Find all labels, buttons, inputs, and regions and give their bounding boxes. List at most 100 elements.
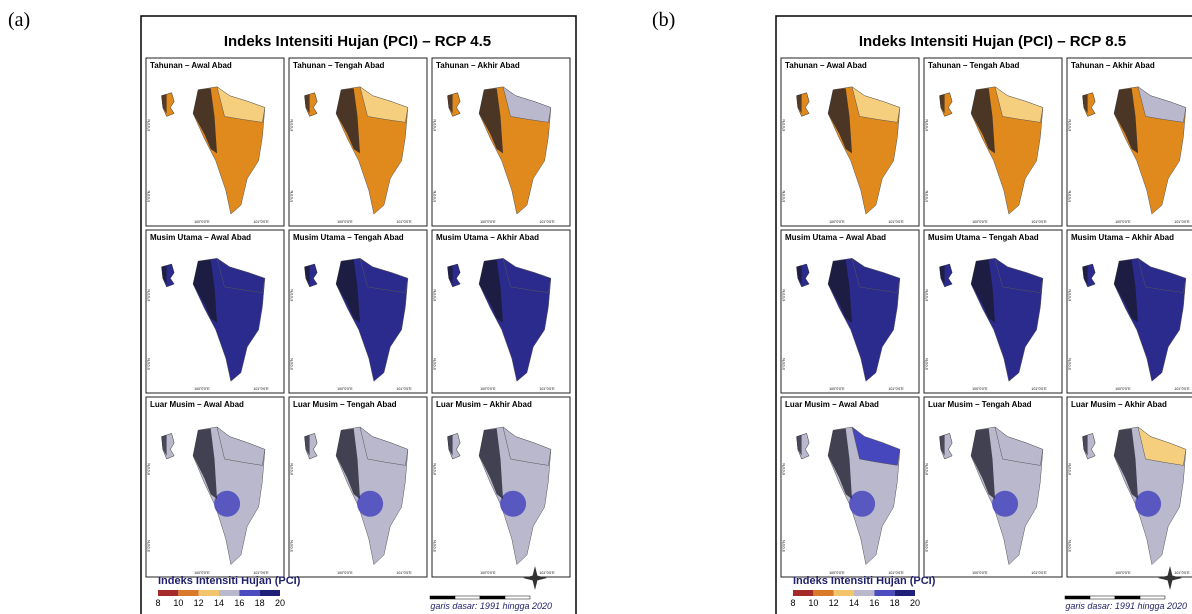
- lon-label: 100°0'0"E: [829, 220, 845, 224]
- map-title: Luar Musim – Akhir Abad: [436, 400, 532, 409]
- legend-tick: 16: [869, 598, 879, 608]
- lon-label: 100°0'0"E: [480, 220, 496, 224]
- map-urban: [336, 259, 360, 323]
- lon-label: 100°0'0"E: [337, 220, 353, 224]
- map-urban: [479, 259, 503, 323]
- panel-label: (a): [8, 9, 30, 31]
- lon-label: 101°0'0"E: [253, 571, 269, 575]
- legend-tick: 18: [890, 598, 900, 608]
- map-title: Musim Utama – Awal Abad: [150, 233, 251, 242]
- map-island-urban: [161, 265, 167, 285]
- map-region-north: [359, 426, 409, 466]
- legend-swatch: [198, 590, 219, 596]
- legend-tick: 20: [910, 598, 920, 608]
- map-region-north: [1137, 426, 1187, 466]
- map-urban: [971, 259, 995, 323]
- lat-label: 5°0'0"N: [433, 540, 437, 552]
- lat-label: 5°0'0"N: [925, 540, 929, 552]
- lon-label: 101°0'0"E: [253, 387, 269, 391]
- map-island-urban: [161, 435, 167, 456]
- map-circle: [500, 490, 527, 517]
- map-title: Musim Utama – Tengah Abad: [928, 233, 1039, 242]
- map-region-north: [216, 86, 266, 123]
- map-circle: [849, 490, 876, 517]
- map-title: Musim Utama – Akhir Abad: [436, 233, 539, 242]
- panel-title: Indeks Intensiti Hujan (PCI) – RCP 8.5: [859, 33, 1126, 50]
- lat-label: 5°0'0"N: [290, 190, 294, 202]
- map-title: Luar Musim – Akhir Abad: [1071, 400, 1167, 409]
- scale-bar: [1089, 595, 1116, 600]
- legend-tick: 10: [173, 598, 183, 608]
- lon-label: 101°0'0"E: [888, 571, 904, 575]
- map-title: Luar Musim – Tengah Abad: [293, 400, 397, 409]
- legend-title: Indeks Intensiti Hujan (PCI): [158, 575, 301, 587]
- map-circle: [1135, 490, 1162, 517]
- map-island-urban: [939, 435, 945, 456]
- map-title: Tahunan – Akhir Abad: [1071, 61, 1155, 70]
- lon-label: 101°0'0"E: [1031, 571, 1047, 575]
- map-island-urban: [796, 435, 802, 456]
- lat-label: 5°0'0"N: [1068, 540, 1072, 552]
- lon-label: 100°0'0"E: [480, 571, 496, 575]
- map-title: Musim Utama – Awal Abad: [785, 233, 886, 242]
- lat-label: 5°0'0"N: [925, 358, 929, 370]
- map-region-north: [359, 86, 409, 123]
- lat-label: 6°0'0"N: [290, 289, 294, 301]
- map-island-urban: [447, 265, 453, 285]
- legend-tick: 12: [829, 598, 839, 608]
- legend-swatch: [239, 590, 260, 596]
- map-urban: [828, 88, 852, 154]
- legend-swatch: [158, 590, 179, 596]
- lat-label: 6°0'0"N: [147, 463, 151, 475]
- lat-label: 5°0'0"N: [147, 358, 151, 370]
- map-region-north: [216, 426, 266, 466]
- map-island-urban: [161, 94, 167, 114]
- lat-label: 5°0'0"N: [925, 190, 929, 202]
- map-title: Luar Musim – Awal Abad: [150, 400, 244, 409]
- legend-tick: 18: [255, 598, 265, 608]
- lat-label: 5°0'0"N: [433, 190, 437, 202]
- lat-label: 6°0'0"N: [433, 289, 437, 301]
- map-urban: [479, 88, 503, 154]
- scale-bar: [479, 595, 506, 600]
- map-urban: [1114, 88, 1138, 154]
- map-island-urban: [796, 94, 802, 114]
- map-region-north: [851, 257, 901, 293]
- legend-swatch: [219, 590, 240, 596]
- lat-label: 5°0'0"N: [147, 540, 151, 552]
- map-island-urban: [304, 94, 310, 114]
- lon-label: 100°0'0"E: [1115, 387, 1131, 391]
- map-urban: [193, 88, 217, 154]
- lon-label: 101°0'0"E: [888, 387, 904, 391]
- map-region-north: [851, 86, 901, 123]
- scale-bar: [1114, 595, 1141, 600]
- lat-label: 5°0'0"N: [782, 358, 786, 370]
- lat-label: 5°0'0"N: [433, 358, 437, 370]
- legend-tick: 20: [275, 598, 285, 608]
- lon-label: 100°0'0"E: [194, 220, 210, 224]
- lon-label: 100°0'0"E: [972, 571, 988, 575]
- lon-label: 101°0'0"E: [539, 387, 555, 391]
- map-urban: [1114, 259, 1138, 323]
- lon-label: 100°0'0"E: [337, 387, 353, 391]
- lat-label: 6°0'0"N: [782, 463, 786, 475]
- lat-label: 5°0'0"N: [147, 190, 151, 202]
- north-arrow: [523, 566, 547, 590]
- lon-label: 101°0'0"E: [253, 220, 269, 224]
- map-island-urban: [1082, 94, 1088, 114]
- legend-tick: 14: [214, 598, 224, 608]
- map-region-north: [1137, 86, 1187, 123]
- lat-label: 6°0'0"N: [782, 289, 786, 301]
- map-urban: [971, 428, 995, 499]
- lat-label: 5°0'0"N: [1068, 358, 1072, 370]
- map-urban: [971, 88, 995, 154]
- lat-label: 6°0'0"N: [1068, 463, 1072, 475]
- lon-label: 100°0'0"E: [480, 387, 496, 391]
- map-island-urban: [304, 435, 310, 456]
- map-island-urban: [796, 265, 802, 285]
- lon-label: 101°0'0"E: [1031, 387, 1047, 391]
- scale-bar: [1139, 595, 1166, 600]
- legend-swatch: [178, 590, 199, 596]
- legend-swatch: [793, 590, 814, 596]
